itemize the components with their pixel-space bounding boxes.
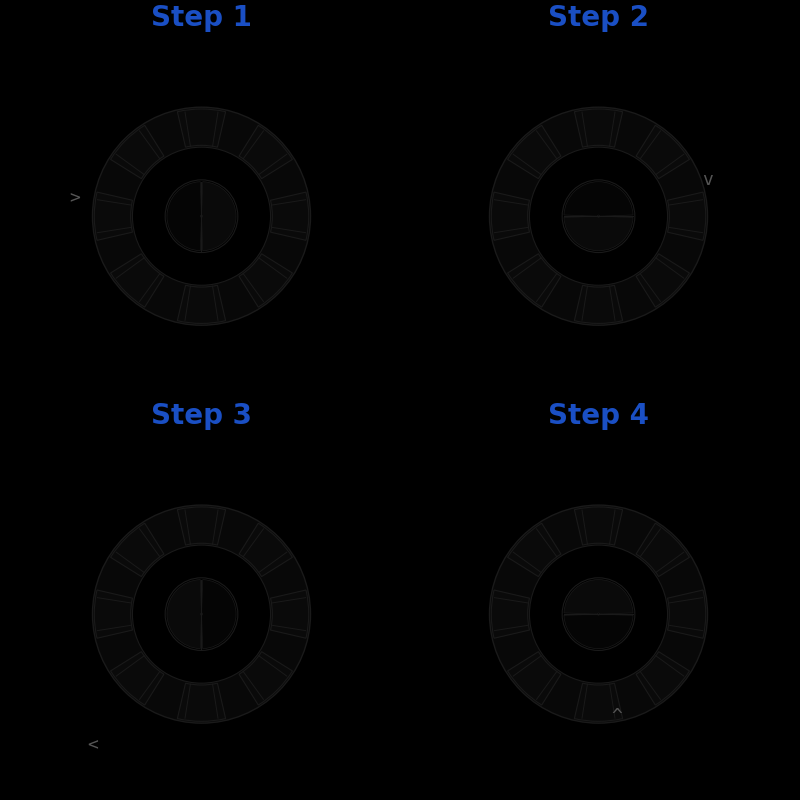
Circle shape: [93, 107, 310, 326]
Wedge shape: [636, 126, 690, 178]
Wedge shape: [574, 109, 622, 147]
Text: ^: ^: [611, 707, 622, 725]
Circle shape: [562, 578, 635, 650]
Wedge shape: [507, 254, 561, 307]
Text: v: v: [702, 171, 713, 189]
Wedge shape: [636, 523, 690, 577]
Wedge shape: [574, 507, 622, 545]
Wedge shape: [491, 590, 530, 638]
Wedge shape: [94, 590, 133, 638]
Wedge shape: [564, 182, 633, 216]
Circle shape: [490, 107, 707, 326]
Wedge shape: [636, 254, 690, 307]
Wedge shape: [507, 523, 561, 577]
Wedge shape: [239, 254, 293, 307]
Circle shape: [530, 545, 667, 683]
Title: Step 2: Step 2: [548, 4, 649, 32]
Wedge shape: [564, 216, 633, 250]
Wedge shape: [239, 126, 293, 178]
Wedge shape: [270, 192, 309, 240]
Circle shape: [133, 545, 270, 683]
Circle shape: [165, 578, 238, 650]
Wedge shape: [110, 652, 164, 705]
Wedge shape: [202, 182, 236, 250]
Wedge shape: [239, 523, 293, 577]
Wedge shape: [564, 580, 633, 614]
Circle shape: [490, 505, 707, 723]
Wedge shape: [178, 683, 226, 722]
Title: Step 3: Step 3: [151, 402, 252, 430]
Wedge shape: [167, 580, 202, 649]
Wedge shape: [110, 523, 164, 577]
Wedge shape: [178, 109, 226, 147]
Circle shape: [530, 147, 667, 286]
Circle shape: [93, 505, 310, 723]
Wedge shape: [110, 126, 164, 178]
Wedge shape: [178, 507, 226, 545]
Circle shape: [562, 180, 635, 253]
Wedge shape: [270, 590, 309, 638]
Wedge shape: [167, 182, 202, 250]
Wedge shape: [574, 286, 622, 323]
Wedge shape: [574, 683, 622, 722]
Title: Step 4: Step 4: [548, 402, 649, 430]
Wedge shape: [507, 652, 561, 705]
Wedge shape: [667, 590, 706, 638]
Wedge shape: [94, 192, 133, 240]
Wedge shape: [178, 286, 226, 323]
Title: Step 1: Step 1: [151, 4, 252, 32]
Wedge shape: [507, 126, 561, 178]
Wedge shape: [491, 192, 530, 240]
Wedge shape: [636, 652, 690, 705]
Circle shape: [165, 180, 238, 253]
Wedge shape: [110, 254, 164, 307]
Wedge shape: [564, 614, 633, 649]
Text: >: >: [69, 189, 80, 207]
Wedge shape: [202, 580, 236, 649]
Wedge shape: [239, 652, 293, 705]
Circle shape: [133, 147, 270, 286]
Text: <: <: [87, 736, 98, 754]
Wedge shape: [667, 192, 706, 240]
